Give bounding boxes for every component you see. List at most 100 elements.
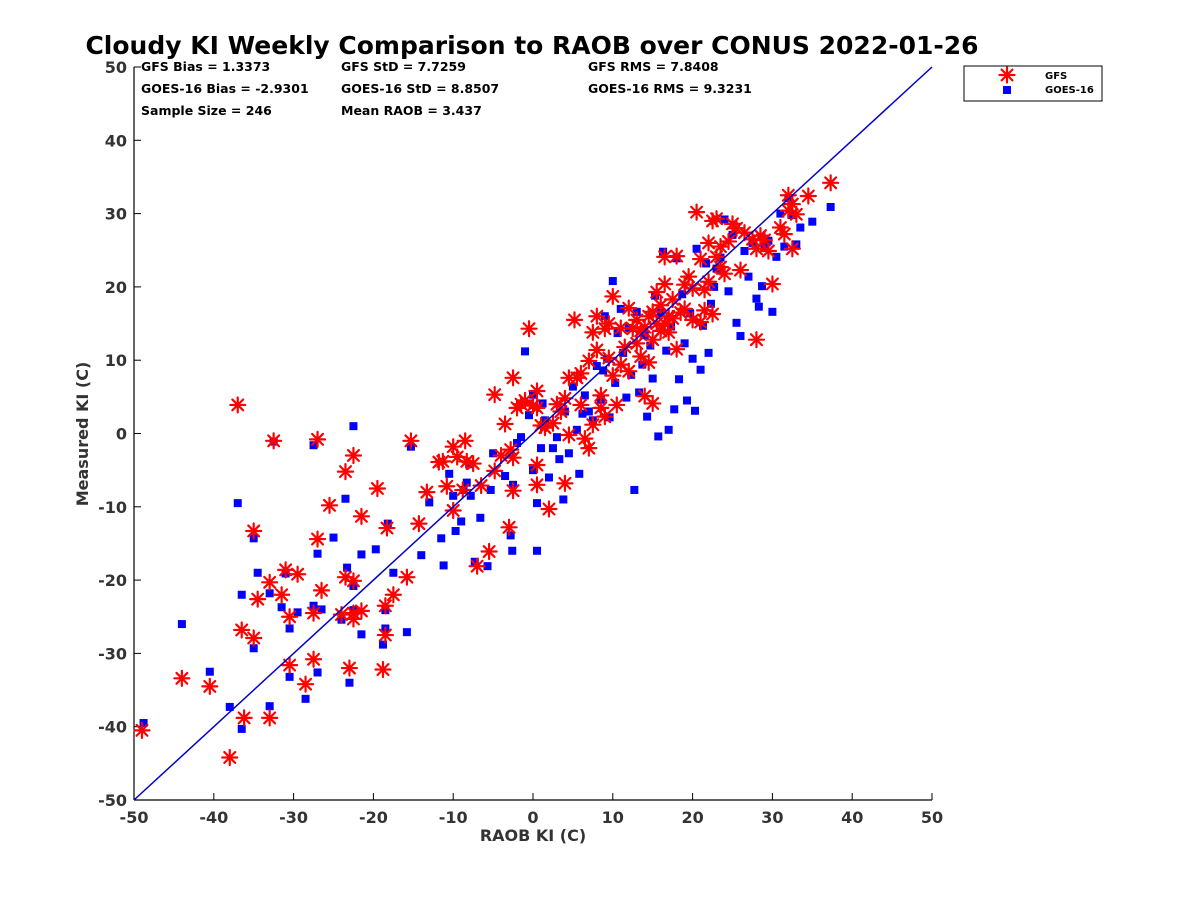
- goes16-point: [470, 557, 479, 566]
- x-tick-label: -10: [439, 808, 468, 827]
- y-axis-label: Measured KI (C): [73, 362, 92, 507]
- goes16-point: [704, 348, 713, 357]
- y-tick-label: 10: [105, 351, 127, 370]
- goes16-point: [371, 545, 380, 554]
- gfs-point: [486, 386, 504, 404]
- goes16-point: [343, 563, 352, 572]
- gfs-point: [410, 515, 428, 533]
- gfs-point: [376, 626, 394, 644]
- goes16-point: [688, 354, 697, 363]
- goes16-point: [139, 719, 148, 728]
- gfs-point: [687, 203, 706, 221]
- goes16-point: [754, 302, 763, 311]
- goes16-point: [724, 287, 733, 296]
- gfs-point: [520, 320, 538, 338]
- goes16-point: [667, 322, 676, 331]
- gfs-point: [528, 476, 546, 494]
- x-tick-label: -30: [279, 808, 308, 827]
- x-tick-label: 0: [527, 808, 538, 827]
- gfs-point: [600, 349, 618, 367]
- goes16-point: [675, 375, 684, 384]
- goes16-point: [378, 640, 387, 649]
- goes16-point: [592, 362, 601, 371]
- gfs-point: [229, 396, 247, 414]
- gfs-point: [707, 210, 726, 228]
- legend-gfs-star: [998, 66, 1016, 84]
- stat-goes-rms: GOES-16 RMS = 9.3231: [588, 81, 752, 96]
- goes16-point: [233, 499, 242, 508]
- gfs-point: [616, 338, 634, 356]
- gfs-point: [552, 402, 570, 421]
- gfs-point: [755, 231, 774, 249]
- goes16-point: [439, 561, 448, 570]
- gfs-point: [221, 748, 239, 767]
- goes16-point: [544, 473, 553, 482]
- gfs-point: [249, 590, 267, 608]
- goes16-point: [313, 668, 322, 677]
- y-tick-label: 40: [105, 131, 127, 150]
- goes16-point: [345, 678, 354, 687]
- gfs-point: [680, 268, 698, 286]
- goes16-point: [451, 526, 460, 535]
- goes16-point: [683, 396, 692, 405]
- gfs-point: [296, 675, 315, 693]
- goes16-point: [696, 365, 705, 374]
- goes16-point: [572, 425, 581, 434]
- y-tick-label: 0: [116, 425, 127, 444]
- gfs-point: [245, 629, 263, 647]
- goes16-point: [357, 630, 366, 639]
- gfs-point: [480, 542, 498, 561]
- y-tick-label: -20: [98, 571, 127, 590]
- goes16-point: [357, 550, 366, 559]
- gfs-point: [528, 382, 546, 400]
- goes16-point: [692, 244, 701, 253]
- goes16-point: [293, 608, 302, 617]
- stat-sample-size: Sample Size = 246: [141, 103, 272, 118]
- legend-goes-square: [1003, 86, 1011, 94]
- goes16-point: [608, 277, 617, 286]
- stats-annotations: GFS Bias = 1.3373 GOES-16 Bias = -2.9301…: [141, 59, 752, 118]
- goes16-point: [643, 412, 652, 421]
- goes16-point: [670, 405, 679, 414]
- gfs-point: [281, 608, 299, 626]
- y-tick-label: 30: [105, 205, 127, 224]
- goes16-point: [736, 332, 745, 341]
- goes16-point: [513, 439, 522, 448]
- goes16-point: [225, 702, 234, 711]
- gfs-point: [580, 439, 598, 457]
- goes16-point: [417, 551, 426, 560]
- gfs-point: [656, 275, 674, 293]
- gfs-point: [604, 287, 622, 306]
- goes16-point: [580, 391, 589, 400]
- goes16-point: [780, 242, 789, 251]
- goes16-point: [568, 382, 577, 391]
- goes16-point: [389, 568, 398, 577]
- gfs-point: [560, 426, 578, 444]
- goes16-point: [599, 366, 608, 375]
- gfs-point: [676, 300, 694, 318]
- goes16-point: [265, 589, 274, 598]
- goes16-point: [508, 546, 517, 555]
- gfs-point: [668, 340, 686, 358]
- goes16-point: [638, 360, 647, 369]
- x-tick-label: 40: [841, 808, 863, 827]
- goes16-point: [532, 499, 541, 508]
- goes16-point: [265, 702, 274, 711]
- goes16-point: [619, 348, 628, 357]
- goes16-point: [466, 491, 475, 500]
- gfs-point: [434, 452, 452, 470]
- gfs-point: [312, 581, 331, 599]
- goes16-point: [758, 282, 767, 291]
- goes16-point: [664, 425, 673, 434]
- gfs-point: [556, 474, 574, 492]
- goes16-point: [706, 299, 715, 308]
- stat-mean-raob: Mean RAOB = 3.437: [341, 103, 482, 118]
- y-tick-label: -10: [98, 498, 127, 517]
- gfs-point: [492, 446, 510, 465]
- y-tick-label: 50: [105, 58, 127, 77]
- gfs-point: [540, 500, 558, 518]
- goes16-point: [449, 491, 458, 500]
- stat-gfs-rms: GFS RMS = 7.8408: [588, 59, 719, 74]
- gfs-point: [201, 677, 219, 695]
- gfs-point: [565, 311, 584, 329]
